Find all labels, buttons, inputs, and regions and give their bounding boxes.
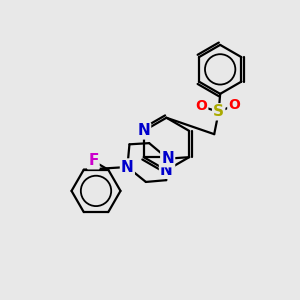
Text: O: O [195,99,207,113]
Text: F: F [88,153,98,168]
Text: N: N [121,160,134,175]
Text: N: N [160,163,173,178]
Text: N: N [161,151,174,166]
Text: O: O [228,98,240,112]
Text: N: N [137,123,150,138]
Text: S: S [213,104,224,119]
